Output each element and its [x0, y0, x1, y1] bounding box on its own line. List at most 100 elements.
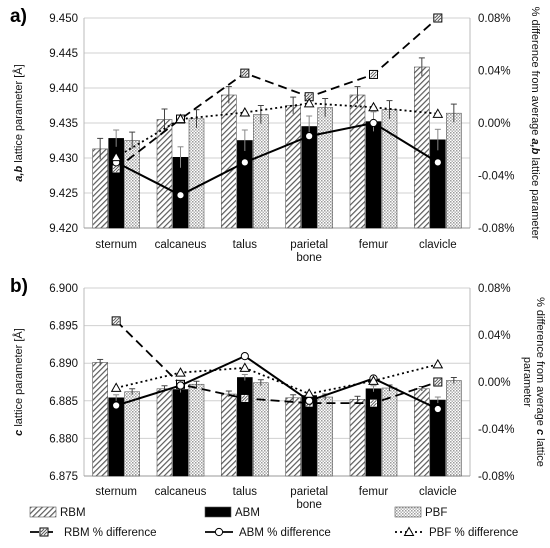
- y-tick-label: 9.420: [49, 223, 78, 235]
- y-axis-label-part: a,b: [13, 166, 25, 182]
- x-tick-label: parietal: [290, 239, 328, 251]
- y-tick-label: 6.875: [49, 471, 78, 483]
- legend-marker-circle: [214, 527, 224, 537]
- bar-pbf: [446, 380, 462, 477]
- line-rbm-pct: [115, 17, 439, 170]
- bar-pbf: [317, 396, 333, 477]
- x-tick-label: bone: [296, 499, 322, 511]
- x-tick-label: femur: [359, 239, 389, 251]
- y2-tick-label: 0.08%: [478, 283, 511, 295]
- marker-triangle: [303, 97, 315, 108]
- marker-square-hatch: [434, 378, 442, 386]
- x-tick-label: clavicle: [419, 486, 457, 498]
- marker-circle: [305, 132, 314, 141]
- legend-swatch-pbf: [394, 506, 422, 518]
- y-tick-label: 9.425: [49, 188, 78, 200]
- bar-rbm: [349, 398, 366, 477]
- y-tick-label: 9.440: [49, 83, 78, 95]
- legend-marker-triangle: [403, 526, 415, 536]
- y2-tick-label: -0.08%: [478, 471, 514, 483]
- marker-triangle: [239, 106, 251, 117]
- bar-pbf: [124, 140, 140, 229]
- marker-circle: [176, 381, 185, 390]
- y2-tick-label: -0.04%: [478, 424, 514, 436]
- marker-square-hatch: [112, 317, 120, 325]
- y2-axis-label-part: % difference from average: [529, 7, 541, 139]
- marker-triangle: [175, 113, 186, 124]
- marker-triangle: [175, 367, 186, 377]
- legend-swatch-rbm: [29, 506, 57, 518]
- y-tick-label: 6.895: [49, 321, 78, 333]
- y2-axis-label-part: lattice parameter: [529, 154, 541, 239]
- y-tick-label: 6.890: [49, 358, 78, 370]
- x-tick-label: talus: [233, 486, 258, 498]
- bar-abm: [430, 139, 446, 229]
- marker-circle: [369, 118, 378, 128]
- line-rbm-pct: [115, 320, 439, 404]
- bar-pbf: [381, 387, 398, 477]
- line-abm-pct: [115, 354, 439, 410]
- marker-circle: [433, 404, 442, 414]
- legend-label: ABM % difference: [239, 527, 331, 539]
- bar-pbf: [253, 114, 269, 229]
- bar-pbf: [446, 112, 462, 229]
- y2-axis-label-part: c: [534, 429, 546, 435]
- y2-axis-label: % difference from average a,b lattice pa…: [529, 7, 541, 240]
- marker-triangle: [239, 362, 251, 372]
- x-tick-label: calcaneus: [155, 239, 207, 251]
- y-axis-label-part: lattice parameter [Å]: [12, 328, 25, 430]
- x-tick-label: calcaneus: [155, 486, 207, 498]
- x-tick-label: parietal: [290, 486, 328, 498]
- marker-square-hatch: [434, 14, 442, 22]
- legend-marker-square-hatch: [40, 528, 48, 536]
- bar-rbm: [414, 66, 430, 229]
- line-abm-pct: [115, 121, 439, 197]
- bar-abm: [172, 389, 189, 477]
- y2-axis-label-part: a,b: [529, 138, 541, 154]
- marker-square-hatch: [241, 395, 249, 402]
- y2-axis-label-part: parameter: [521, 357, 533, 407]
- y-tick-label: 6.885: [49, 396, 78, 408]
- bar-pbf: [188, 383, 205, 477]
- y2-tick-label: 0.00%: [478, 377, 511, 389]
- x-tick-label: sternum: [95, 239, 137, 251]
- y2-tick-label: 0.00%: [478, 118, 511, 130]
- marker-circle: [240, 352, 249, 361]
- bar-rbm: [156, 119, 173, 229]
- y-axis-label-part: lattice parameter [Å]: [12, 64, 25, 166]
- y-axis-label: a,b lattice parameter [Å]: [12, 64, 25, 181]
- x-tick-label: femur: [359, 486, 389, 498]
- marker-square-hatch: [370, 399, 377, 407]
- y-tick-label: 6.880: [49, 433, 78, 445]
- bar-rbm: [221, 94, 237, 229]
- marker-square-hatch: [370, 71, 377, 78]
- bar-rbm: [285, 105, 301, 229]
- marker-circle: [240, 158, 249, 167]
- x-tick-label: sternum: [95, 486, 137, 498]
- y2-tick-label: 0.04%: [478, 330, 511, 342]
- line-pbf-pct: [115, 102, 438, 158]
- bar-pbf: [188, 118, 205, 229]
- bar-pbf: [253, 382, 269, 477]
- marker-circle: [305, 396, 314, 405]
- legend-label: RBM: [60, 507, 86, 519]
- chart-panel-a: a) 9.420 9.425 9.430 9.435 9.440 9.445 9.450 -0.…: [10, 6, 541, 264]
- bar-abm: [365, 121, 382, 229]
- marker-triangle: [110, 151, 122, 162]
- bar-pbf: [381, 109, 398, 229]
- legend-swatch-abm: [204, 506, 232, 518]
- y2-axis-label: % difference from average c lattice param…: [521, 297, 546, 467]
- x-tick-label: bone: [296, 252, 322, 264]
- legend-label: PBF: [425, 507, 447, 519]
- marker-triangle: [432, 358, 444, 369]
- x-tick-label: clavicle: [419, 239, 457, 251]
- y-tick-label: 9.445: [49, 48, 78, 60]
- marker-triangle: [368, 101, 379, 112]
- marker-circle: [112, 401, 121, 410]
- legend-label: PBF % difference: [429, 527, 518, 539]
- bar-rbm: [285, 397, 301, 477]
- marker-triangle: [432, 108, 444, 118]
- y-axis-label: c lattice parameter [Å]: [12, 328, 25, 436]
- chart-legend: RBM ABM PBF RBM % difference ABM % differenc…: [29, 506, 518, 539]
